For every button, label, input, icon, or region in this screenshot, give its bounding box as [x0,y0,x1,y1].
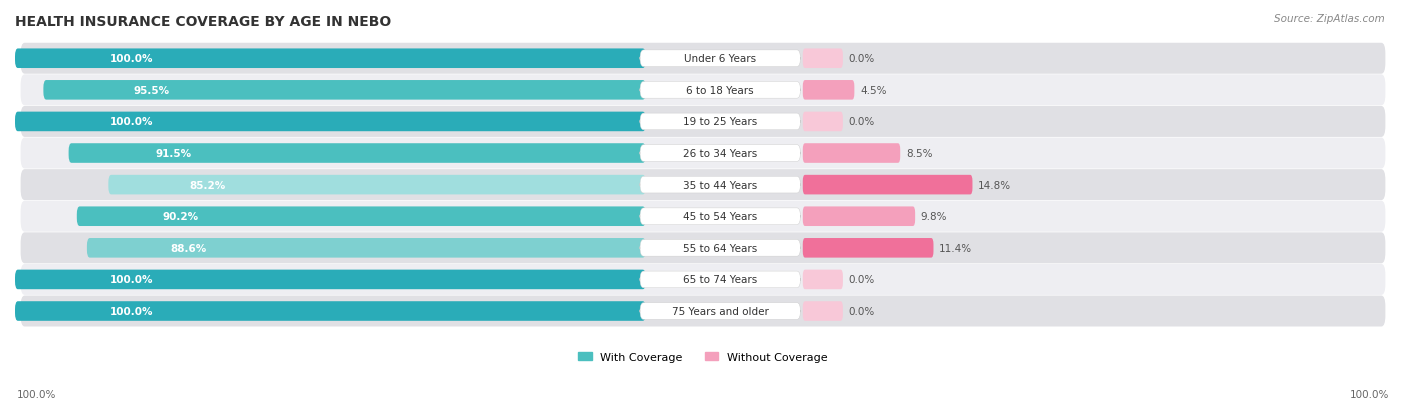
FancyBboxPatch shape [640,114,800,131]
FancyBboxPatch shape [803,144,900,164]
Text: 91.5%: 91.5% [155,149,191,159]
Text: 0.0%: 0.0% [849,275,875,285]
FancyBboxPatch shape [21,264,1385,295]
FancyBboxPatch shape [803,301,842,321]
FancyBboxPatch shape [803,49,842,69]
FancyBboxPatch shape [69,144,645,164]
Text: 4.5%: 4.5% [860,85,887,95]
FancyBboxPatch shape [21,75,1385,106]
FancyBboxPatch shape [21,107,1385,138]
FancyBboxPatch shape [77,207,645,226]
Text: 26 to 34 Years: 26 to 34 Years [683,149,758,159]
FancyBboxPatch shape [15,301,645,321]
Text: 45 to 54 Years: 45 to 54 Years [683,212,758,222]
Text: 100.0%: 100.0% [1350,389,1389,399]
Text: 55 to 64 Years: 55 to 64 Years [683,243,758,253]
FancyBboxPatch shape [21,170,1385,201]
FancyBboxPatch shape [640,51,800,67]
FancyBboxPatch shape [640,271,800,288]
FancyBboxPatch shape [803,112,842,132]
Text: 9.8%: 9.8% [921,212,948,222]
Text: 8.5%: 8.5% [905,149,932,159]
FancyBboxPatch shape [21,201,1385,232]
Legend: With Coverage, Without Coverage: With Coverage, Without Coverage [574,347,832,366]
Text: Under 6 Years: Under 6 Years [685,54,756,64]
FancyBboxPatch shape [803,207,915,226]
FancyBboxPatch shape [640,209,800,225]
Text: 100.0%: 100.0% [110,54,153,64]
FancyBboxPatch shape [21,296,1385,327]
Text: 100.0%: 100.0% [110,306,153,316]
Text: 65 to 74 Years: 65 to 74 Years [683,275,758,285]
FancyBboxPatch shape [640,82,800,99]
FancyBboxPatch shape [21,233,1385,263]
FancyBboxPatch shape [44,81,645,100]
Text: 100.0%: 100.0% [110,117,153,127]
FancyBboxPatch shape [15,270,645,290]
Text: 11.4%: 11.4% [939,243,973,253]
FancyBboxPatch shape [803,238,934,258]
FancyBboxPatch shape [640,303,800,320]
Text: 100.0%: 100.0% [110,275,153,285]
Text: 95.5%: 95.5% [134,85,170,95]
FancyBboxPatch shape [15,49,645,69]
FancyBboxPatch shape [87,238,645,258]
Text: 88.6%: 88.6% [170,243,207,253]
Text: 0.0%: 0.0% [849,306,875,316]
Text: 35 to 44 Years: 35 to 44 Years [683,180,758,190]
FancyBboxPatch shape [21,138,1385,169]
Text: 90.2%: 90.2% [162,212,198,222]
Text: HEALTH INSURANCE COVERAGE BY AGE IN NEBO: HEALTH INSURANCE COVERAGE BY AGE IN NEBO [15,15,391,29]
FancyBboxPatch shape [803,270,842,290]
FancyBboxPatch shape [108,176,645,195]
FancyBboxPatch shape [640,240,800,256]
Text: 6 to 18 Years: 6 to 18 Years [686,85,754,95]
Text: Source: ZipAtlas.com: Source: ZipAtlas.com [1274,14,1385,24]
Text: 75 Years and older: 75 Years and older [672,306,769,316]
FancyBboxPatch shape [640,177,800,193]
Text: 85.2%: 85.2% [188,180,225,190]
Text: 19 to 25 Years: 19 to 25 Years [683,117,758,127]
Text: 0.0%: 0.0% [849,54,875,64]
FancyBboxPatch shape [803,176,973,195]
FancyBboxPatch shape [640,145,800,162]
FancyBboxPatch shape [21,44,1385,74]
FancyBboxPatch shape [803,81,855,100]
FancyBboxPatch shape [15,112,645,132]
Text: 100.0%: 100.0% [17,389,56,399]
Text: 0.0%: 0.0% [849,117,875,127]
Text: 14.8%: 14.8% [979,180,1011,190]
